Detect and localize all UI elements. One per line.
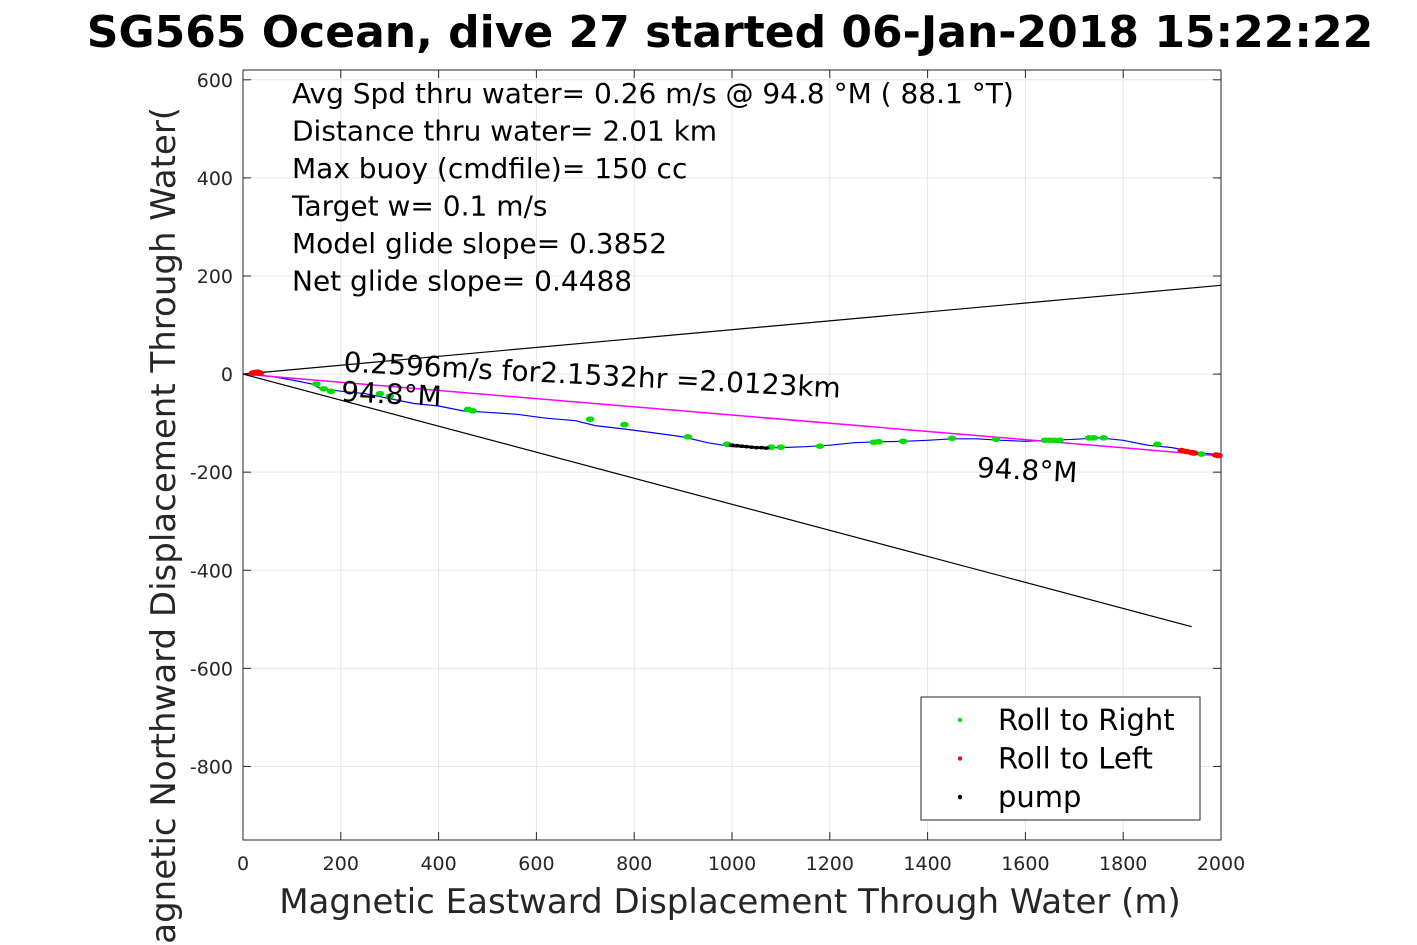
point-roll-to-right-17 <box>947 435 957 442</box>
info-text-block: Avg Spd thru water= 0.26 m/s @ 94.8 °M (… <box>291 77 1014 298</box>
x-tick-label-2: 400 <box>420 853 456 875</box>
y-tick-label-0: 600 <box>197 70 233 92</box>
point-roll-to-right-26 <box>1153 441 1162 448</box>
point-roll-to-left-9 <box>1214 452 1223 459</box>
x-tick-label-9: 1800 <box>1099 853 1147 875</box>
point-pump-4 <box>748 445 755 449</box>
x-tick-label-7: 1400 <box>903 853 951 875</box>
x-tick-label-6: 1200 <box>806 853 854 875</box>
y-tick-label-3: 0 <box>221 364 233 386</box>
point-pump-0 <box>728 443 736 447</box>
legend-label-1: Roll to Left <box>998 742 1153 776</box>
x-tick-label-8: 1600 <box>1001 853 1049 875</box>
point-roll-to-right-1 <box>319 385 328 392</box>
point-roll-to-right-6 <box>468 408 478 414</box>
annotation-1: 94.8°M <box>340 375 442 413</box>
x-tick-label-5: 1000 <box>708 853 756 875</box>
point-roll-to-left-3 <box>255 370 265 376</box>
point-pump-1 <box>733 443 741 448</box>
info-line-0: Avg Spd thru water= 0.26 m/s @ 94.8 °M (… <box>292 77 1014 110</box>
x-tick-label-1: 200 <box>323 853 359 875</box>
point-roll-to-right-2 <box>326 388 336 395</box>
legend-label-0: Roll to Right <box>998 703 1175 737</box>
info-line-5: Net glide slope= 0.4488 <box>292 265 632 298</box>
axis-ticks: 0 200 400 600 800 1000 1200 1400 1600 1800 2000600… <box>190 70 1245 875</box>
point-roll-to-right-8 <box>620 421 629 428</box>
y-tick-label-2: 200 <box>197 266 233 288</box>
info-line-3: Target w= 0.1 m/s <box>291 190 548 223</box>
x-tick-label-3: 600 <box>518 853 554 875</box>
y-tick-label-1: 400 <box>197 168 233 190</box>
point-roll-to-right-3 <box>375 390 385 397</box>
series-line-lower-heading-bound <box>242 373 1192 628</box>
legend-box <box>920 696 1201 821</box>
point-roll-to-right-9 <box>683 434 693 440</box>
point-roll-to-right-13 <box>815 443 825 449</box>
y-tick-label-5: -400 <box>190 560 233 582</box>
point-pump-7 <box>762 446 770 450</box>
y-axis-label: Magnetic Northward Displacement Through … <box>144 107 184 945</box>
y-tick-label-4: -200 <box>190 462 233 484</box>
annotation-group: 0.2596m/s for2.1532hr =2.0123km94.8°M94.… <box>340 346 1078 490</box>
legend-marker-0 <box>957 717 963 723</box>
legend-marker-1 <box>957 756 963 761</box>
point-roll-to-left-7 <box>1189 450 1199 456</box>
point-roll-to-right-27 <box>1197 451 1206 457</box>
point-roll-to-right-18 <box>991 436 1001 443</box>
legend-label-2: pump <box>998 780 1081 814</box>
point-roll-to-right-7 <box>585 416 595 422</box>
point-roll-to-right-24 <box>1089 435 1099 441</box>
point-roll-to-right-25 <box>1099 435 1108 441</box>
point-pump-5 <box>753 445 760 450</box>
point-roll-to-right-16 <box>898 438 908 445</box>
point-pump-6 <box>758 445 765 450</box>
point-roll-to-right-4 <box>385 393 395 399</box>
point-roll-to-right-12 <box>776 444 786 450</box>
legend-marker-2 <box>957 794 963 800</box>
point-roll-to-right-0 <box>312 381 321 387</box>
marker-group <box>248 369 1223 459</box>
point-roll-to-right-22 <box>1055 437 1064 444</box>
annotation-2: 94.8°M <box>976 451 1078 489</box>
point-pump-2 <box>738 444 746 448</box>
point-roll-to-right-15 <box>874 438 883 445</box>
x-tick-label-10: 2000 <box>1197 853 1245 875</box>
point-pump-3 <box>743 444 750 449</box>
info-line-1: Distance thru water= 2.01 km <box>292 115 717 148</box>
chart-title: SG565 Ocean, dive 27 started 06-Jan-2018… <box>87 7 1373 58</box>
y-tick-label-7: -800 <box>190 756 233 778</box>
info-line-4: Model glide slope= 0.3852 <box>292 227 667 260</box>
series-line-upper-heading-bound <box>242 284 1222 375</box>
x-tick-label-4: 800 <box>616 853 652 875</box>
legend: Roll to Right Roll to Left pump <box>920 696 1201 821</box>
info-line-2: Max buoy (cmdfile)= 150 cc <box>292 152 687 185</box>
x-axis-label: Magnetic Eastward Displacement Through W… <box>279 882 1181 922</box>
y-tick-label-6: -600 <box>190 658 233 680</box>
x-tick-label-0: 0 <box>237 853 249 875</box>
